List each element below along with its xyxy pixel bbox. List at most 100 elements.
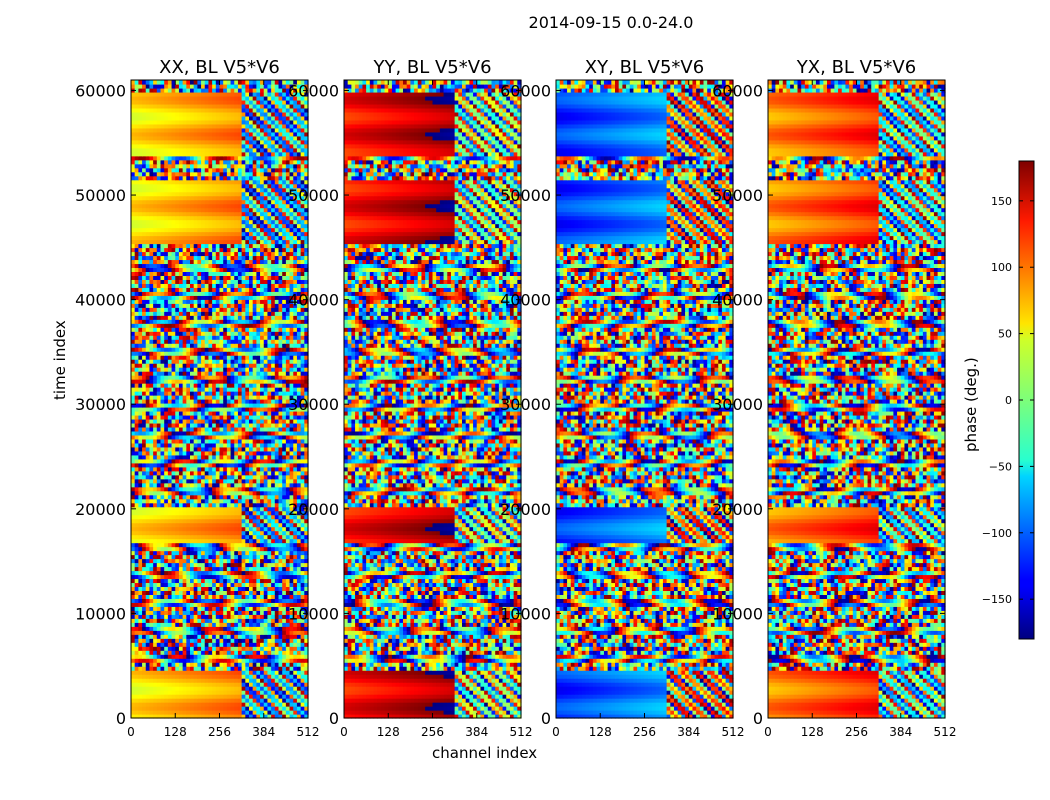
heatmap-cell [157, 686, 161, 691]
heatmap-cell [175, 686, 179, 691]
heatmap-cell [297, 582, 301, 587]
heatmap-cell [142, 706, 146, 711]
heatmap-cell [146, 706, 150, 711]
heatmap-cell [256, 654, 260, 659]
heatmap-cell [279, 702, 283, 707]
heatmap-cell [275, 598, 279, 603]
heatmap-cell [253, 602, 257, 607]
heatmap-cell [146, 614, 150, 619]
heatmap-cell [197, 626, 201, 631]
heatmap-cell [142, 658, 146, 663]
heatmap-cell [175, 658, 179, 663]
heatmap-cell [131, 606, 135, 611]
heatmap-cell [238, 626, 242, 631]
heatmap-cell [238, 678, 242, 683]
heatmap-cell [238, 586, 242, 591]
heatmap-cell [297, 662, 301, 667]
heatmap-cell [183, 674, 187, 679]
heatmap-cell [138, 630, 142, 635]
heatmap-cell [256, 630, 260, 635]
heatmap-cell [138, 594, 142, 599]
heatmap-cell [179, 610, 183, 615]
heatmap-cell [234, 630, 238, 635]
heatmap-cell [183, 578, 187, 583]
heatmap-cell [146, 658, 150, 663]
heatmap-cell [179, 594, 183, 599]
heatmap-cell [234, 678, 238, 683]
heatmap-cell [135, 650, 139, 655]
heatmap-cell [208, 670, 212, 675]
heatmap-cell [286, 594, 290, 599]
heatmap-cell [256, 662, 260, 667]
heatmap-cell [223, 594, 227, 599]
heatmap-cell [223, 658, 227, 663]
heatmap-cell [264, 602, 268, 607]
heatmap-cell [256, 626, 260, 631]
heatmap-cell [131, 666, 135, 671]
heatmap-cell [271, 666, 275, 671]
heatmap-cell [172, 670, 176, 675]
heatmap-cell [197, 666, 201, 671]
heatmap-cell [138, 574, 142, 579]
heatmap-cell [164, 710, 168, 715]
heatmap-cell [168, 638, 172, 643]
heatmap-cell [179, 634, 183, 639]
heatmap-cell [168, 694, 172, 699]
heatmap-cell [271, 610, 275, 615]
heatmap-cell [286, 710, 290, 715]
heatmap-cell [164, 646, 168, 651]
heatmap-cell [279, 586, 283, 591]
heatmap-cell [279, 646, 283, 651]
heatmap-cell [293, 650, 297, 655]
heatmap-cell [220, 626, 224, 631]
heatmap-cell [301, 686, 305, 691]
heatmap-cell [301, 582, 305, 587]
heatmap-cell [264, 606, 268, 611]
heatmap-cell [142, 578, 146, 583]
heatmap-cell [301, 706, 305, 711]
heatmap-cell [249, 666, 253, 671]
heatmap-cell [201, 674, 205, 679]
heatmap-cell [231, 598, 235, 603]
heatmap-cell [212, 698, 216, 703]
heatmap-cell [146, 618, 150, 623]
heatmap-cell [135, 646, 139, 651]
heatmap-cell [253, 706, 257, 711]
heatmap-cell [301, 654, 305, 659]
heatmap-cell [183, 702, 187, 707]
heatmap-cell [271, 634, 275, 639]
heatmap-cell [157, 638, 161, 643]
heatmap-cell [142, 614, 146, 619]
heatmap-cell [205, 638, 209, 643]
heatmap-cell [267, 594, 271, 599]
heatmap-cell [260, 642, 264, 647]
heatmap-cell [149, 646, 153, 651]
heatmap-cell [249, 662, 253, 667]
heatmap-cell [282, 582, 286, 587]
heatmap-cell [227, 590, 231, 595]
heatmap-cell [245, 598, 249, 603]
heatmap-cell [201, 698, 205, 703]
heatmap-cell [142, 710, 146, 715]
heatmap-cell [201, 582, 205, 587]
heatmap-cell [279, 678, 283, 683]
heatmap-cell [297, 650, 301, 655]
heatmap-cell [256, 578, 260, 583]
heatmap-cell [293, 690, 297, 695]
heatmap-cell [146, 578, 150, 583]
heatmap-cell [146, 702, 150, 707]
heatmap-cell [138, 618, 142, 623]
heatmap-cell [271, 646, 275, 651]
heatmap-cell [242, 574, 246, 579]
heatmap-cell [286, 582, 290, 587]
heatmap-cell [194, 710, 198, 715]
heatmap-cell [153, 630, 157, 635]
heatmap-cell [205, 662, 209, 667]
heatmap-cell [267, 678, 271, 683]
heatmap-cell [282, 658, 286, 663]
heatmap-cell [135, 602, 139, 607]
heatmap-cell [253, 594, 257, 599]
heatmap-cell [168, 602, 172, 607]
heatmap-cell [138, 658, 142, 663]
heatmap-cell [164, 594, 168, 599]
